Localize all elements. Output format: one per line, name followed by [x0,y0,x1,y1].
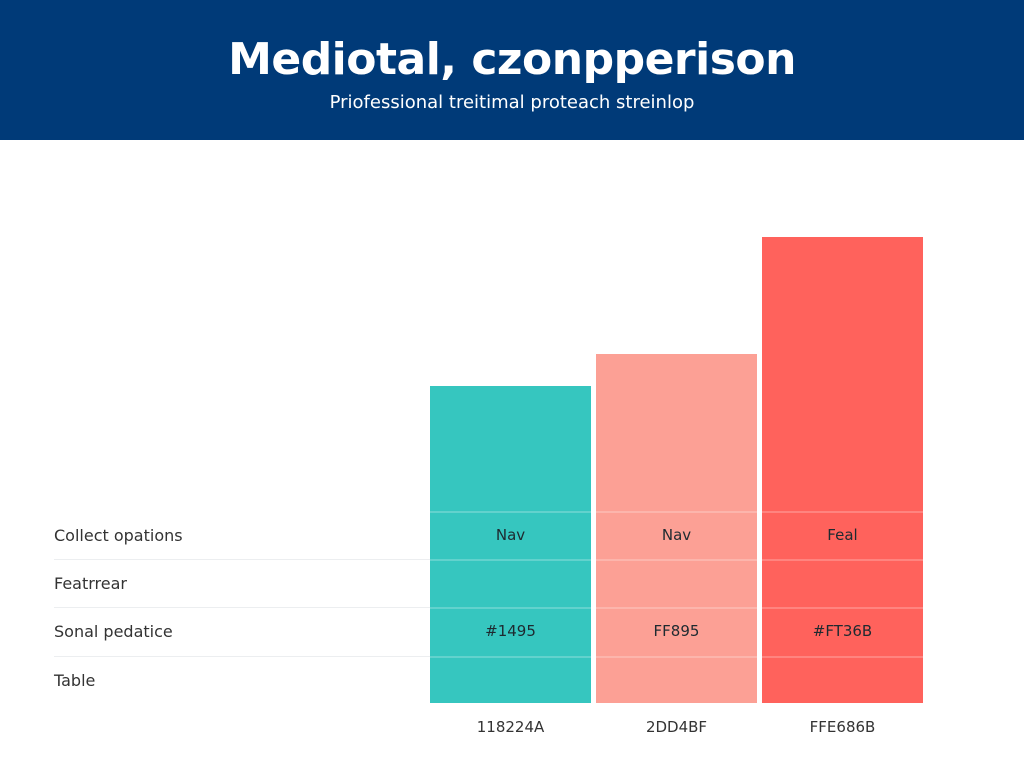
bar-cell-label: Nav [661,526,692,544]
bar-row-divider [596,656,757,658]
bar-cell-label: #FT36B [812,622,873,640]
bar-row-divider [596,607,757,609]
bar-chart: Collect opations Featrrear Sonal pedatice T… [0,140,1024,768]
row-divider [54,607,430,608]
bar-cell-label: Feal [827,526,858,544]
bar-row-divider [596,511,757,513]
bar-cell-label: Nav [495,526,526,544]
bar-row-divider [430,607,591,609]
row-label: Sonal pedatice [54,622,173,641]
row-divider [54,559,430,560]
page-title: Mediotal, czonpperison [228,34,796,85]
bar-row-divider [596,559,757,561]
bar-row-divider [430,511,591,513]
row-divider [54,656,430,657]
bar-row-divider [762,607,923,609]
row-label: Table [54,671,96,690]
bar-row-divider [762,559,923,561]
bar-FFE686B [762,237,923,703]
bar-row-divider [762,511,923,513]
row-label: Collect opations [54,526,183,545]
header-banner: Mediotal, czonpperison Priofessional tre… [0,0,1024,140]
bar-row-divider [762,656,923,658]
page-subtitle: Priofessional treitimal proteach streinl… [329,92,695,113]
bar-2DD4BF [596,353,757,703]
x-tick-label: 118224A [476,718,545,736]
x-tick-label: FFE686B [809,718,876,736]
bar-row-divider [430,656,591,658]
bar-118224A [430,386,591,703]
bar-cell-label: FF895 [653,622,700,640]
bar-row-divider [430,559,591,561]
x-tick-label: 2DD4BF [645,718,708,736]
bar-cell-label: #1495 [485,622,536,640]
row-label: Featrrear [54,574,127,593]
